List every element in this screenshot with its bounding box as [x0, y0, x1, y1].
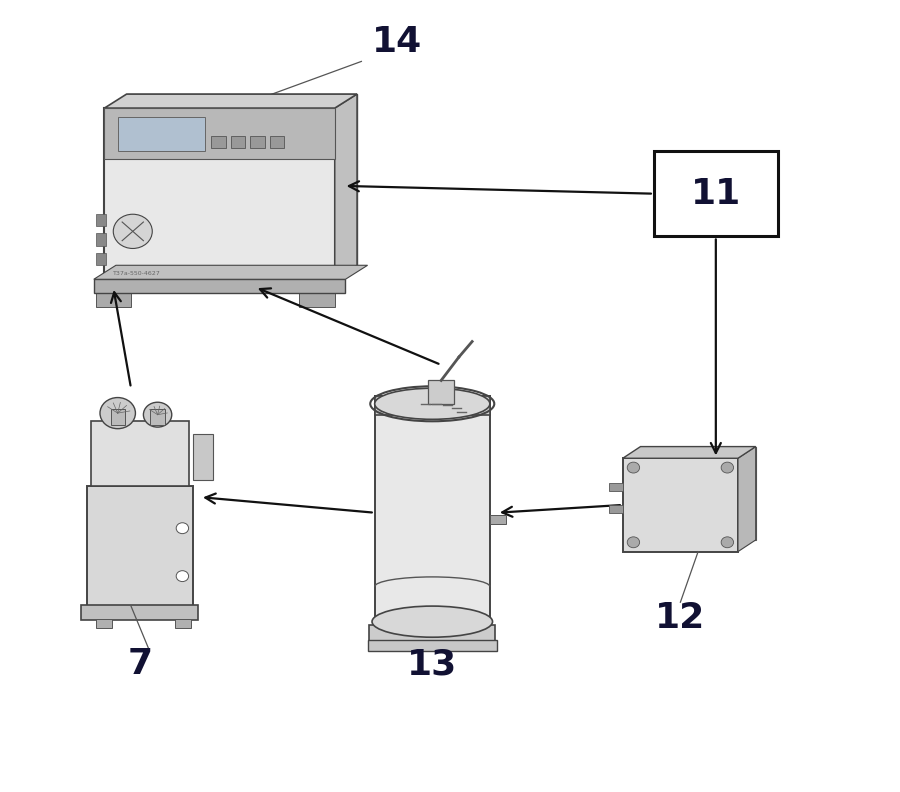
Text: 13: 13	[407, 647, 457, 681]
FancyBboxPatch shape	[653, 151, 778, 237]
FancyBboxPatch shape	[86, 486, 193, 606]
Text: 12: 12	[655, 601, 706, 634]
FancyBboxPatch shape	[270, 135, 284, 148]
FancyBboxPatch shape	[95, 214, 106, 227]
FancyBboxPatch shape	[374, 396, 490, 416]
FancyBboxPatch shape	[81, 604, 198, 620]
FancyBboxPatch shape	[428, 380, 454, 404]
FancyBboxPatch shape	[490, 515, 506, 524]
Circle shape	[627, 537, 640, 548]
FancyBboxPatch shape	[608, 483, 623, 491]
Text: 11: 11	[690, 177, 741, 211]
Polygon shape	[738, 447, 756, 551]
FancyBboxPatch shape	[94, 280, 346, 293]
Polygon shape	[335, 94, 357, 280]
FancyBboxPatch shape	[623, 459, 738, 551]
FancyBboxPatch shape	[95, 293, 131, 307]
FancyBboxPatch shape	[104, 108, 335, 280]
FancyBboxPatch shape	[118, 117, 205, 150]
FancyBboxPatch shape	[369, 625, 495, 642]
FancyBboxPatch shape	[231, 135, 245, 148]
FancyBboxPatch shape	[300, 293, 335, 307]
FancyBboxPatch shape	[150, 409, 165, 425]
Polygon shape	[623, 447, 756, 459]
FancyBboxPatch shape	[95, 234, 106, 246]
Text: 14: 14	[372, 25, 422, 59]
Text: 7: 7	[127, 647, 152, 681]
Circle shape	[721, 463, 734, 473]
Circle shape	[721, 537, 734, 548]
FancyBboxPatch shape	[95, 619, 112, 628]
Circle shape	[100, 398, 135, 428]
FancyBboxPatch shape	[374, 396, 490, 630]
FancyBboxPatch shape	[91, 421, 189, 486]
FancyBboxPatch shape	[608, 505, 623, 512]
Circle shape	[627, 463, 640, 473]
FancyBboxPatch shape	[95, 253, 106, 265]
Ellipse shape	[372, 606, 492, 638]
Circle shape	[176, 523, 189, 534]
Circle shape	[113, 214, 152, 249]
FancyBboxPatch shape	[212, 135, 226, 148]
FancyBboxPatch shape	[641, 447, 756, 540]
Polygon shape	[104, 94, 357, 108]
FancyBboxPatch shape	[127, 94, 357, 265]
FancyBboxPatch shape	[104, 108, 335, 159]
Circle shape	[143, 402, 172, 427]
FancyBboxPatch shape	[111, 409, 125, 425]
FancyBboxPatch shape	[367, 640, 497, 651]
FancyBboxPatch shape	[250, 135, 265, 148]
Circle shape	[176, 571, 189, 581]
Text: T37a-550-4627: T37a-550-4627	[113, 272, 161, 276]
FancyBboxPatch shape	[193, 434, 212, 480]
FancyBboxPatch shape	[176, 619, 192, 628]
Polygon shape	[94, 265, 367, 280]
Ellipse shape	[374, 388, 490, 419]
